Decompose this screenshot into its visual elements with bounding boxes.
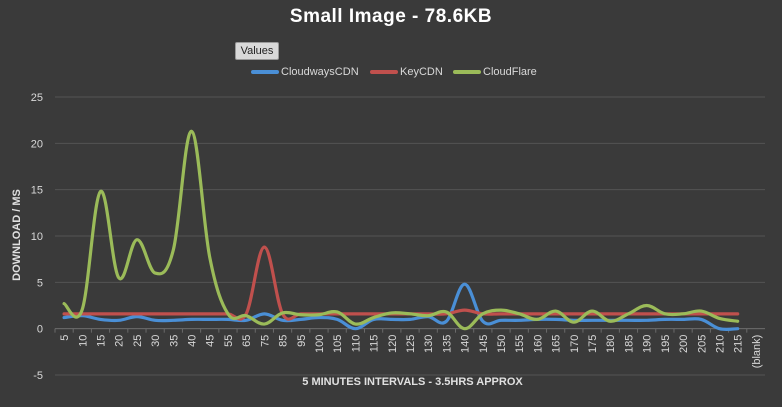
x-tick-label: 175 xyxy=(587,335,599,353)
x-tick-label: 65 xyxy=(241,335,253,347)
x-tick-label: 180 xyxy=(605,335,617,353)
x-tick-label: 30 xyxy=(150,335,162,347)
y-tick-label: 5 xyxy=(37,277,43,289)
x-tick-label: 135 xyxy=(441,335,453,353)
y-tick-label: -5 xyxy=(33,370,43,382)
x-tick-label: 5 xyxy=(59,335,71,341)
x-tick-label: (blank) xyxy=(751,335,763,369)
x-tick-label: 45 xyxy=(205,335,217,347)
x-tick-label: 100 xyxy=(314,335,326,353)
x-tick-label: 75 xyxy=(259,335,271,347)
x-tick-label: 170 xyxy=(569,335,581,353)
y-tick-label: 10 xyxy=(31,231,43,243)
x-tick-label: 10 xyxy=(77,335,89,347)
x-tick-label: 140 xyxy=(460,335,472,353)
x-tick-label: 35 xyxy=(168,335,180,347)
x-tick-label: 215 xyxy=(733,335,745,353)
chart-title: Small Image - 78.6KB xyxy=(289,6,493,27)
x-tick-label: 150 xyxy=(496,335,508,353)
y-tick-label: 20 xyxy=(31,138,43,150)
x-tick-label: 160 xyxy=(532,335,544,353)
legend-swatch-keycdn xyxy=(370,70,398,74)
x-tick-label: 165 xyxy=(551,335,563,353)
x-tick-label: 210 xyxy=(714,335,726,353)
series-line-cloudwayscdn xyxy=(62,282,740,331)
legend-label-cloudwayscdn: CloudwaysCDN xyxy=(281,66,359,78)
legend-swatch-cloudwayscdn xyxy=(251,70,279,74)
values-button[interactable]: Values xyxy=(235,42,279,60)
x-tick-label: 205 xyxy=(696,335,708,353)
x-tick-label: 20 xyxy=(114,335,126,347)
y-tick-label: 25 xyxy=(31,92,43,104)
x-tick-label: 185 xyxy=(623,335,635,353)
x-tick-label: 25 xyxy=(132,335,144,347)
x-tick-label: 40 xyxy=(187,335,199,347)
y-tick-label: 0 xyxy=(37,324,43,336)
x-tick-label: 130 xyxy=(423,335,435,353)
x-tick-label: 200 xyxy=(678,335,690,353)
x-tick-label: 110 xyxy=(350,335,362,353)
x-tick-label: 145 xyxy=(478,335,490,353)
x-tick-label: 85 xyxy=(278,335,290,347)
legend-label-keycdn: KeyCDN xyxy=(400,66,443,78)
legend-swatch-cloudflare xyxy=(453,70,481,74)
x-tick-label: 95 xyxy=(296,335,308,347)
x-tick-label: 115 xyxy=(369,335,381,353)
x-tick-label: 125 xyxy=(405,335,417,353)
x-tick-label: 55 xyxy=(223,335,235,347)
x-tick-label: 195 xyxy=(660,335,672,353)
x-tick-label: 105 xyxy=(332,335,344,353)
series-line-cloudflare xyxy=(62,129,740,331)
x-tick-label: 15 xyxy=(96,335,108,347)
x-axis-title: 5 MINUTES INTERVALS - 3.5HRS APPROX xyxy=(302,376,523,388)
x-tick-label: 155 xyxy=(514,335,526,353)
legend-label-cloudflare: CloudFlare xyxy=(483,66,537,78)
x-tick-label: 120 xyxy=(387,335,399,353)
x-tick-label: 190 xyxy=(642,335,654,353)
y-tick-label: 15 xyxy=(31,185,43,197)
